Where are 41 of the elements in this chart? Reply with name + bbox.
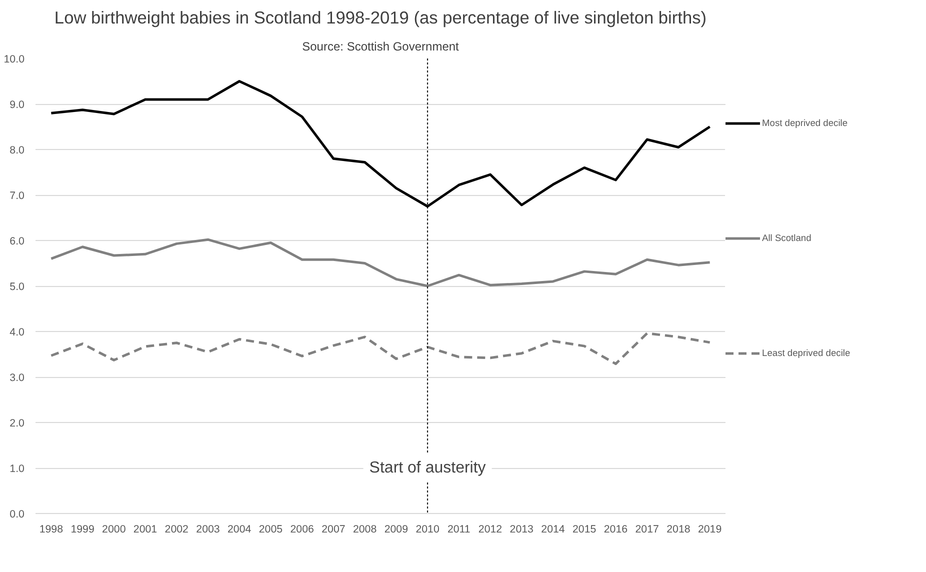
x-tick-label: 2018	[666, 524, 690, 536]
x-tick-label: 1998	[39, 524, 64, 536]
y-tick-label: 4.0	[10, 326, 25, 338]
line-series	[50, 238, 712, 288]
y-tick-label: 3.0	[10, 372, 25, 384]
y-tick-label: 5.0	[10, 281, 25, 293]
x-tick-label: 2004	[228, 524, 252, 536]
x-tick-label: 2007	[322, 524, 346, 536]
x-tick-label: 2012	[478, 524, 502, 536]
chart-subtitle: Source: Scottish Government	[302, 40, 460, 54]
x-tick-label: 2002	[164, 524, 189, 536]
line-series	[50, 332, 712, 366]
legend-label: Least deprived decile	[762, 348, 850, 358]
x-tick-label: 2000	[102, 524, 126, 536]
legend-label: All Scotland	[762, 233, 812, 243]
x-tick-label: 2015	[572, 524, 596, 536]
y-tick-label: 10.0	[4, 54, 25, 66]
x-tick-label: 2011	[447, 524, 470, 536]
y-tick-label: 9.0	[10, 99, 25, 111]
x-tick-label: 2008	[352, 524, 377, 536]
y-tick-label: 6.0	[10, 236, 25, 248]
x-tick-label: 2003	[196, 524, 220, 536]
x-tick-label: 2006	[290, 524, 314, 536]
x-tick-label: 2019	[698, 524, 722, 536]
x-tick-label: 2005	[258, 524, 283, 536]
x-tick-label: 1999	[70, 524, 94, 536]
y-tick-label: 0.0	[10, 508, 25, 520]
x-tick-label: 2009	[384, 524, 408, 536]
x-tick-label: 2010	[416, 524, 440, 536]
x-tick-label: 2013	[510, 524, 534, 536]
x-tick-label: 2014	[541, 524, 565, 536]
x-tick-label: 2016	[604, 524, 628, 536]
y-tick-label: 1.0	[10, 463, 25, 475]
y-tick-label: 7.0	[10, 190, 25, 202]
y-tick-label: 8.0	[10, 144, 25, 156]
x-tick-label: 2001	[133, 524, 158, 536]
ref-line-label: Start of austerity	[369, 460, 486, 476]
chart-title: Low birthweight babies in Scotland 1998-2019 (as percentage of live singleton births)	[54, 8, 707, 28]
x-tick-label: 2017	[635, 524, 660, 536]
legend-label: Most deprived decile	[762, 118, 848, 128]
y-tick-label: 2.0	[10, 418, 25, 430]
